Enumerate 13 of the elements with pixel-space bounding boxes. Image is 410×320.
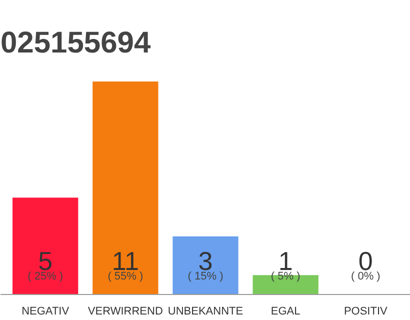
annotation: ( 0% ) bbox=[350, 270, 380, 282]
annotation: ( 55% ) bbox=[108, 270, 144, 282]
x-tick-label: NEGATIV bbox=[22, 306, 70, 318]
x-tick-label: UNBEKANNTE bbox=[168, 306, 244, 318]
bar bbox=[172, 236, 238, 294]
annotation: ( 15% ) bbox=[188, 270, 224, 282]
x-tick-label: POSITIV bbox=[344, 306, 388, 318]
x-tick-label: EGAL bbox=[270, 306, 300, 318]
bar bbox=[12, 198, 78, 294]
x-tick-label: VERWIRREND bbox=[88, 306, 163, 318]
bar bbox=[92, 82, 158, 294]
annotation: ( 25% ) bbox=[28, 270, 64, 282]
chart-title: 025155694 bbox=[0, 26, 151, 60]
